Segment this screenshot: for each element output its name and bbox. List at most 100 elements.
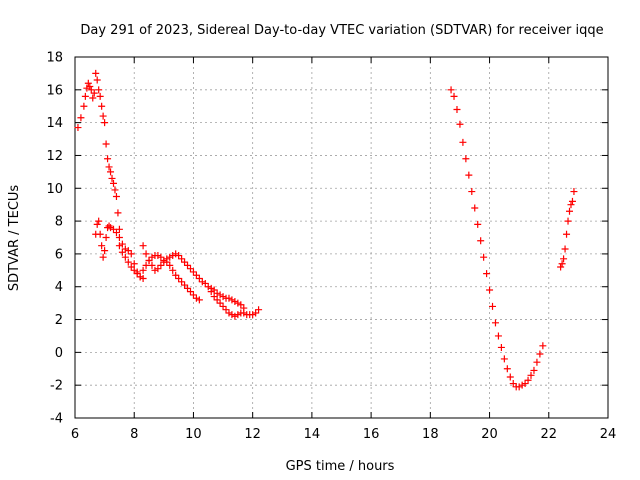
data-point [234,299,242,307]
data-point [92,69,100,77]
y-tick-label: 12 [46,149,63,164]
series-morning-arc-2 [92,217,147,283]
chart-title: Day 291 of 2023, Sidereal Day-to-day VTE… [80,23,603,38]
data-point [564,217,572,225]
data-point [462,155,470,163]
data-point [83,84,91,92]
data-point [101,119,109,127]
x-tick-label: 8 [130,427,138,442]
data-point [148,261,156,269]
data-point [195,296,203,304]
data-point [252,309,260,317]
data-point [112,229,120,237]
data-series [74,69,578,391]
data-point [133,270,141,278]
data-point [500,355,508,363]
data-point [213,289,221,297]
series-midday-arc-1 [115,242,203,304]
data-point [210,286,218,294]
y-axis: -4 -2 0 2 4 6 8 10 12 14 16 18 [46,51,608,427]
data-point [477,237,485,245]
y-axis-label: SDTVAR / TECUs [7,185,22,292]
data-point [178,278,186,286]
data-point [527,371,535,379]
data-point [90,89,98,97]
y-tick-label: 6 [55,247,63,262]
data-point [533,358,541,366]
data-point [536,350,544,358]
data-point [115,225,123,233]
data-point [228,311,236,319]
data-point [101,247,109,255]
data-point [198,278,206,286]
data-point [249,311,257,319]
data-point [178,255,186,263]
data-point [151,266,159,274]
series-morning-arc-1 [74,69,123,233]
data-point [114,209,122,217]
data-point [219,293,227,301]
data-point [81,92,89,100]
data-point [186,265,194,273]
data-point [118,248,126,256]
data-point [136,273,144,281]
data-point [121,253,129,261]
data-point [127,250,135,258]
y-tick-label: 0 [55,346,63,361]
data-point [480,253,488,261]
data-point [95,217,103,225]
data-point [465,171,473,179]
data-point [109,179,117,187]
data-point [207,288,215,296]
data-point [98,102,106,110]
y-tick-label: 4 [55,280,63,295]
data-point [172,250,180,258]
data-point [225,309,233,317]
x-tick-label: 6 [71,427,79,442]
data-point [107,168,115,176]
x-tick-label: 12 [244,427,261,442]
data-point [509,380,517,388]
data-point [111,186,119,194]
data-point [172,271,180,279]
data-point [570,188,578,196]
data-point [210,293,218,301]
data-point [561,245,569,253]
data-point [184,284,192,292]
data-point [102,234,110,241]
data-point [222,306,230,314]
data-point [96,230,104,238]
data-point [87,86,95,94]
data-point [84,79,92,87]
data-point [518,381,526,389]
data-point [483,270,491,278]
data-point [181,281,189,289]
data-point [99,253,107,261]
data-point [524,376,532,384]
data-point [157,261,165,269]
data-point [121,245,129,253]
data-point [163,255,171,263]
data-point [557,263,565,271]
data-point [105,163,113,171]
data-point [89,94,97,102]
data-point [130,266,138,274]
data-point [166,261,174,269]
data-point [145,256,153,264]
data-point [216,291,224,299]
data-point [204,283,212,291]
data-point [93,220,101,228]
y-tick-label: 18 [46,51,63,66]
grid [75,57,608,418]
y-tick-label: 16 [46,83,63,98]
data-point [109,225,117,233]
data-point [195,275,203,283]
data-point [240,309,248,317]
data-point [99,112,107,120]
data-point [96,92,104,100]
data-point [148,253,156,261]
data-point [491,319,499,327]
x-tick-label: 10 [185,427,202,442]
data-point [459,138,467,146]
